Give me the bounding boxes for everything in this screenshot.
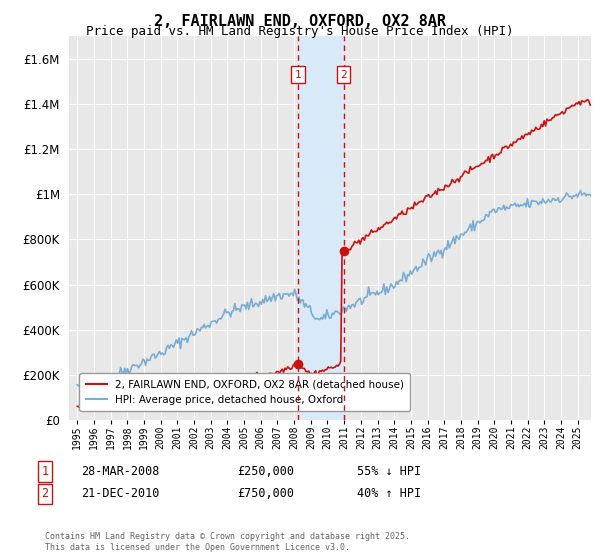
Text: 28-MAR-2008: 28-MAR-2008: [81, 465, 160, 478]
Text: 2: 2: [41, 487, 49, 501]
Text: £750,000: £750,000: [237, 487, 294, 501]
Bar: [298, 36, 344, 420]
Text: 40% ↑ HPI: 40% ↑ HPI: [357, 487, 421, 501]
Text: 2: 2: [340, 70, 347, 80]
Text: 1: 1: [295, 70, 302, 80]
Text: 1: 1: [41, 465, 49, 478]
Text: £250,000: £250,000: [237, 465, 294, 478]
Legend: 2, FAIRLAWN END, OXFORD, OX2 8AR (detached house), HPI: Average price, detached : 2, FAIRLAWN END, OXFORD, OX2 8AR (detach…: [79, 374, 410, 411]
Text: Price paid vs. HM Land Registry's House Price Index (HPI): Price paid vs. HM Land Registry's House …: [86, 25, 514, 38]
Text: Contains HM Land Registry data © Crown copyright and database right 2025.
This d: Contains HM Land Registry data © Crown c…: [45, 532, 410, 552]
Text: 55% ↓ HPI: 55% ↓ HPI: [357, 465, 421, 478]
Text: 21-DEC-2010: 21-DEC-2010: [81, 487, 160, 501]
Text: 2, FAIRLAWN END, OXFORD, OX2 8AR: 2, FAIRLAWN END, OXFORD, OX2 8AR: [154, 14, 446, 29]
